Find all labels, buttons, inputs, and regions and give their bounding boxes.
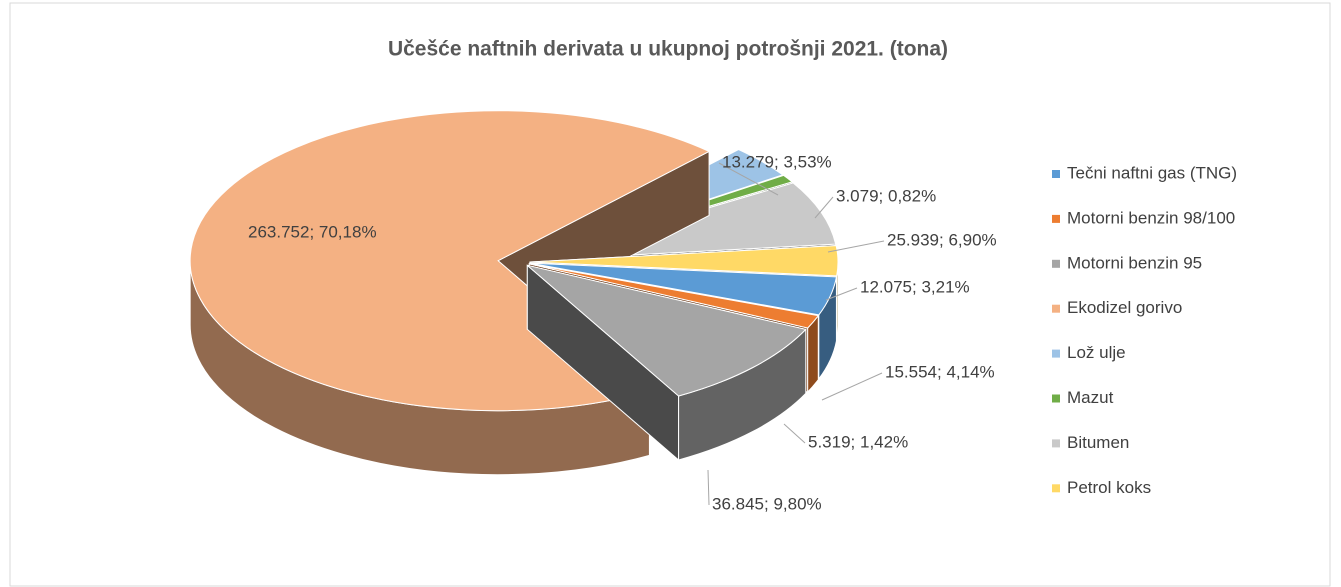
leader-line (827, 240, 885, 253)
data-label: 15.554; 4,14% (885, 362, 995, 381)
legend-swatch (1052, 214, 1060, 223)
leader-line (707, 469, 710, 506)
legend-swatch (1052, 170, 1060, 178)
legend-label: Petrol koks (1067, 478, 1151, 497)
slice-top (526, 264, 807, 397)
slice-top (529, 245, 839, 277)
leader-line (718, 162, 779, 196)
chart-title: Učešće naftnih derivata u ukupnoj potroš… (388, 38, 948, 61)
leader-line (825, 287, 858, 301)
legend-label: Lož ulje (1067, 343, 1126, 362)
data-label: 13.279; 3,53% (722, 152, 832, 171)
legend-swatch (1052, 259, 1060, 268)
slice-wall (807, 314, 819, 394)
legend-label: Bitumen (1067, 433, 1129, 452)
legend: Tečni naftni gas (TNG) Motorni benzin 98/… (1052, 163, 1237, 497)
leader-line (783, 423, 806, 444)
legend-label: Tečni naftni gas (TNG) (1067, 163, 1237, 182)
data-label: 36.845; 9,80% (712, 494, 822, 513)
slice-top (529, 263, 820, 329)
data-label: 12.075; 3,21% (860, 277, 970, 296)
legend-label: Motorni benzin 98/100 (1067, 208, 1235, 227)
data-label: 263.752; 70,18% (248, 222, 377, 241)
data-label: 3.079; 0,82% (836, 186, 936, 205)
data-label: 5.319; 1,42% (808, 432, 908, 451)
legend-swatch (1052, 439, 1060, 448)
legend-swatch (1052, 349, 1060, 358)
legend-label: Ekodizel gorivo (1067, 298, 1182, 317)
pie (189, 110, 839, 476)
slice-top (529, 262, 838, 316)
data-label: 25.939; 6,90% (887, 230, 997, 249)
legend-label: Mazut (1067, 388, 1114, 407)
legend-swatch (1052, 394, 1060, 403)
leader-line (814, 196, 834, 219)
legend-swatch (1052, 304, 1060, 313)
leader-line (821, 372, 883, 401)
slice (526, 264, 807, 462)
labels: 15.554; 4,14% 5.319; 1,42% 36.845; 9,80% 26… (248, 152, 997, 513)
legend-label: Motorni benzin 95 (1067, 253, 1202, 272)
legend-swatch (1052, 484, 1060, 493)
